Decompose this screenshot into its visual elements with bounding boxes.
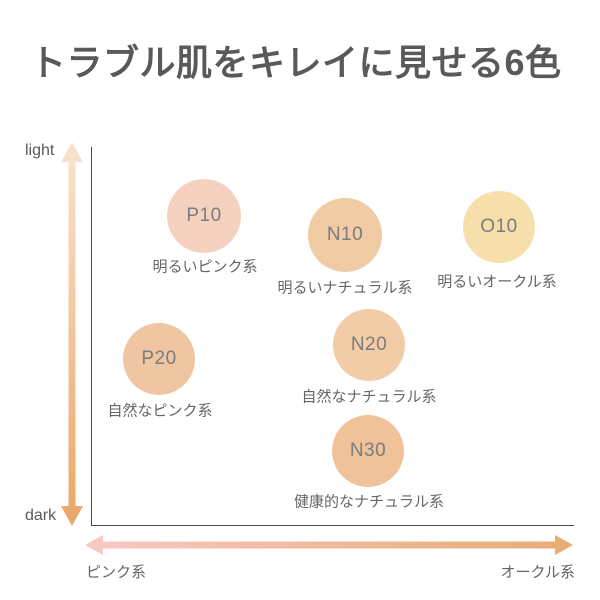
shade-circle: N20 [333, 309, 405, 381]
shade-label: 自然なピンク系 [107, 402, 213, 420]
shade-circle: N10 [308, 198, 382, 272]
shade-label: 健康的なナチュラル系 [293, 493, 445, 511]
shade-circle: O10 [463, 191, 535, 263]
shade-code: N30 [349, 440, 387, 461]
shade-code: N20 [350, 334, 388, 355]
y-axis-label-light: light [25, 142, 55, 159]
lightness-axis-up-down-arrow-icon [61, 142, 83, 526]
shade-label: 明るいオークル系 [437, 273, 557, 291]
shade-circle: P20 [123, 323, 195, 395]
shade-code: P20 [141, 348, 177, 369]
shade-code: N10 [326, 224, 364, 245]
x-axis-label-ochre: オークル系 [500, 564, 575, 581]
tone-axis-left-right-arrow-icon [85, 535, 573, 555]
shade-label: 明るいピンク系 [152, 258, 258, 276]
shade-label: 明るいナチュラル系 [277, 279, 413, 297]
y-axis-label-dark: dark [25, 507, 57, 524]
shade-circle: N30 [332, 415, 404, 487]
shade-code: P10 [186, 205, 222, 226]
shade-circle: P10 [167, 179, 241, 253]
x-axis-label-pink: ピンク系 [86, 564, 147, 581]
page-title: トラブル肌をキレイに見せる6色 [30, 42, 562, 83]
y-axis-line [91, 147, 92, 526]
x-axis-line [91, 525, 574, 526]
shade-code: O10 [480, 216, 518, 237]
shade-label: 自然なナチュラル系 [301, 388, 437, 406]
